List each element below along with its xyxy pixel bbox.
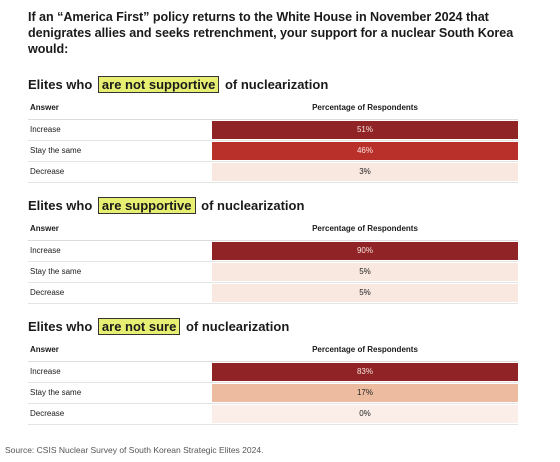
- percentage-cell: [212, 263, 518, 281]
- percentage-value: 46%: [356, 146, 373, 155]
- section-heading: Elites who are supportive of nuclearizat…: [28, 196, 518, 216]
- percentage-cell: [212, 384, 518, 402]
- heading-highlight: are not sure: [97, 318, 181, 335]
- percentage-value: 90%: [356, 246, 373, 255]
- answer-column-header: Answer: [30, 103, 59, 112]
- percentage-column-header: Percentage of Respondents: [312, 345, 418, 354]
- percentage-value: 51%: [356, 125, 373, 134]
- table-row: Stay the same 46%: [28, 141, 518, 162]
- percentage-value: 17%: [356, 388, 373, 397]
- answer-label: Decrease: [30, 288, 65, 297]
- heading-prefix: Elites who: [28, 198, 93, 213]
- answer-label: Increase: [30, 125, 61, 134]
- heading-suffix: of nuclearization: [201, 198, 305, 213]
- table-row: Stay the same 5%: [28, 262, 518, 283]
- answer-label: Stay the same: [30, 388, 82, 397]
- percentage-cell: [212, 405, 518, 423]
- table-supportive: Elites who are supportive of nuclearizat…: [28, 196, 518, 304]
- section-heading: Elites who are not sure of nuclearizatio…: [28, 317, 518, 337]
- section-heading: Elites who are not supportive of nuclear…: [28, 75, 518, 95]
- percentage-value: 5%: [359, 288, 371, 297]
- table-not-sure: Elites who are not sure of nuclearizatio…: [28, 317, 518, 425]
- heading-prefix: Elites who: [28, 77, 93, 92]
- answer-label: Decrease: [30, 167, 65, 176]
- table-row: Increase 83%: [28, 362, 518, 383]
- table-row: Decrease 5%: [28, 283, 518, 304]
- table-row: Increase 90%: [28, 241, 518, 262]
- table-row: Increase 51%: [28, 120, 518, 141]
- answer-label: Increase: [30, 246, 61, 255]
- chart-title: If an “America First” policy returns to …: [28, 10, 514, 56]
- percentage-value: 3%: [359, 167, 371, 176]
- percentage-cell: [212, 163, 518, 181]
- percentage-column-header: Percentage of Respondents: [312, 224, 418, 233]
- heading-highlight: are not supportive: [97, 76, 220, 93]
- answer-label: Stay the same: [30, 146, 82, 155]
- percentage-value: 83%: [356, 367, 373, 376]
- answer-column-header: Answer: [30, 345, 59, 354]
- table-header: Answer Percentage of Respondents: [28, 101, 518, 120]
- percentage-column-header: Percentage of Respondents: [312, 103, 418, 112]
- answer-label: Increase: [30, 367, 61, 376]
- table-row: Stay the same 17%: [28, 383, 518, 404]
- percentage-value: 0%: [359, 409, 371, 418]
- percentage-value: 5%: [359, 267, 371, 276]
- table-row: Decrease 3%: [28, 162, 518, 183]
- answer-label: Stay the same: [30, 267, 82, 276]
- table-not-supportive: Elites who are not supportive of nuclear…: [28, 75, 518, 183]
- percentage-cell: [212, 121, 518, 139]
- table-header: Answer Percentage of Respondents: [28, 343, 518, 362]
- percentage-cell: [212, 142, 518, 160]
- answer-label: Decrease: [30, 409, 65, 418]
- heading-prefix: Elites who: [28, 319, 93, 334]
- heading-highlight: are supportive: [97, 197, 196, 214]
- source-note: Source: CSIS Nuclear Survey of South Kor…: [5, 445, 264, 455]
- percentage-cell: [212, 242, 518, 260]
- heading-suffix: of nuclearization: [185, 319, 290, 334]
- answer-column-header: Answer: [30, 224, 59, 233]
- percentage-cell: [212, 284, 518, 302]
- table-header: Answer Percentage of Respondents: [28, 222, 518, 241]
- table-row: Decrease 0%: [28, 404, 518, 425]
- percentage-cell: [212, 363, 518, 381]
- heading-suffix: of nuclearization: [224, 77, 329, 92]
